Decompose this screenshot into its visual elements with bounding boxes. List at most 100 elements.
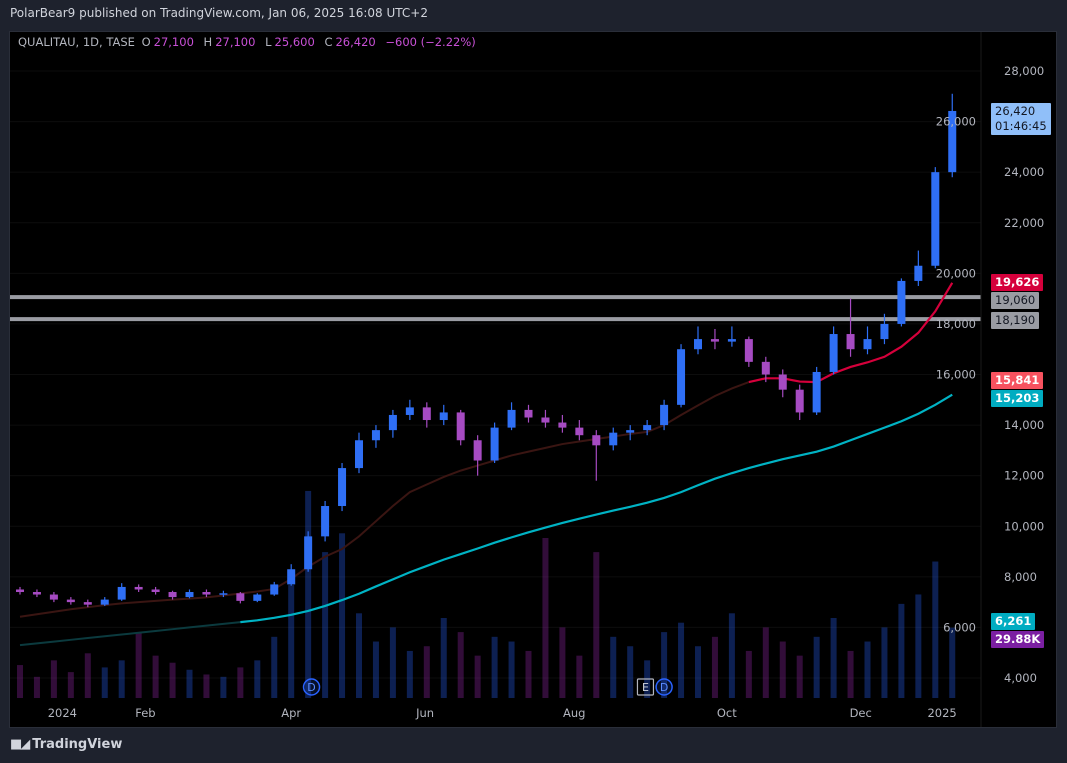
volume-bar: [542, 538, 549, 698]
candle-up: [863, 339, 872, 350]
volume-bar: [932, 561, 939, 698]
volume-bar: [678, 622, 685, 698]
x-tick-label: 2025: [927, 706, 956, 720]
candle-up: [338, 468, 347, 507]
tradingview-logo[interactable]: ■◢ TradingView: [10, 737, 122, 752]
ma-salmon-badge: 15,841: [991, 372, 1044, 389]
moving-average-teal-line-dim: [19, 621, 241, 647]
candle-up: [388, 414, 397, 431]
candle-up: [914, 265, 923, 281]
volume-bar: [305, 490, 312, 698]
candle-down: [422, 407, 431, 421]
volume-bar: [898, 603, 905, 698]
candle-down: [524, 409, 533, 418]
candle-down: [744, 339, 753, 362]
horizontal-level-line: [10, 317, 981, 322]
volume-bar: [881, 627, 888, 698]
change-value: −600 (−2.22%): [385, 35, 476, 49]
candle-down: [151, 589, 160, 593]
candle-up: [100, 599, 109, 605]
volume-bar: [610, 636, 617, 698]
candle-up: [439, 412, 448, 421]
event-marker-label: D: [660, 681, 668, 694]
volume-bar: [389, 627, 396, 698]
high-label: H: [203, 35, 213, 49]
candle-up: [660, 404, 669, 426]
volume-bar: [339, 533, 346, 698]
volume-bar: [474, 655, 481, 698]
candle-down: [49, 594, 58, 600]
x-tick-label: Aug: [563, 706, 585, 720]
publisher-caption: PolarBear9 published on TradingView.com,…: [10, 6, 428, 20]
volume-bar: [695, 646, 701, 698]
open-label: O: [141, 35, 151, 49]
moving-average-red-line-dim: [19, 381, 750, 618]
x-tick-label: Dec: [850, 706, 872, 720]
y-tick-label: 24,000: [1004, 165, 1044, 179]
candle-down: [168, 592, 177, 598]
volume-bar: [203, 674, 210, 698]
volume-bar: [813, 636, 820, 698]
candle-up: [948, 110, 957, 173]
y-tick-label: 10,000: [1004, 519, 1044, 533]
candle-down: [32, 592, 41, 595]
symbol-legend: QUALITAU, 1D, TASE O 27,100 H 27,100 L 25,6…: [18, 35, 479, 49]
candle-down: [202, 592, 211, 595]
volume-bar: [711, 636, 718, 698]
volume-bar: [440, 618, 447, 698]
volume-bar: [186, 669, 193, 698]
volume-bar: [322, 552, 329, 698]
candle-down: [778, 374, 787, 390]
volume-bar: [169, 662, 176, 698]
close-value: 26,420: [335, 35, 376, 49]
volume-bar: [847, 650, 854, 698]
candle-up: [643, 425, 652, 431]
last-price: 26,420: [995, 104, 1036, 118]
candle-down: [592, 435, 601, 446]
candle-up: [880, 323, 889, 340]
volume-bar: [830, 618, 837, 698]
x-tick-label: Jun: [415, 706, 434, 720]
y-tick-label: 14,000: [1004, 418, 1044, 432]
earnings-marker: [636, 678, 655, 696]
candle-down: [66, 599, 75, 603]
candle-down: [83, 602, 92, 605]
volume-bar: [288, 585, 295, 698]
ma-teal-badge: 15,203: [991, 390, 1044, 407]
x-tick-label: Oct: [717, 706, 737, 720]
tradingview-logo-icon: ■◢: [10, 737, 30, 752]
candle-up: [626, 430, 635, 433]
low-label: L: [265, 35, 272, 49]
candle-down: [795, 389, 804, 413]
volume-bar: [491, 636, 498, 698]
last-price-badge: 26,420 01:46:45: [991, 103, 1051, 135]
candle-down: [134, 586, 143, 590]
volume-bar: [627, 646, 634, 698]
candle-down: [761, 361, 770, 375]
candle-up: [287, 569, 296, 585]
event-marker-label: E: [642, 681, 649, 694]
high-value: 27,100: [215, 35, 256, 49]
candle-up: [405, 407, 414, 415]
event-marker-label: D: [307, 681, 315, 694]
candle-up: [371, 430, 380, 441]
volume-badge: 29.88K: [991, 631, 1045, 648]
candle-down: [558, 422, 567, 428]
volume-bar: [779, 641, 786, 698]
y-tick-label: 4,000: [1004, 671, 1037, 685]
symbol-info: QUALITAU, 1D, TASE: [18, 35, 135, 49]
volume-bar: [17, 665, 23, 698]
tradingview-logo-text: TradingView: [32, 737, 123, 752]
candle-up: [507, 409, 516, 428]
candle-up: [897, 280, 906, 324]
volume-bar: [525, 650, 532, 698]
volume-bar: [661, 632, 668, 698]
volume-bar: [915, 594, 922, 698]
candle-down: [575, 427, 584, 436]
hline-lower-badge: 18,190: [991, 312, 1040, 329]
candle-up: [609, 432, 618, 446]
chart-pane[interactable]: [9, 31, 1057, 728]
volume-bar: [356, 613, 362, 698]
x-tick-label: Apr: [281, 706, 301, 720]
